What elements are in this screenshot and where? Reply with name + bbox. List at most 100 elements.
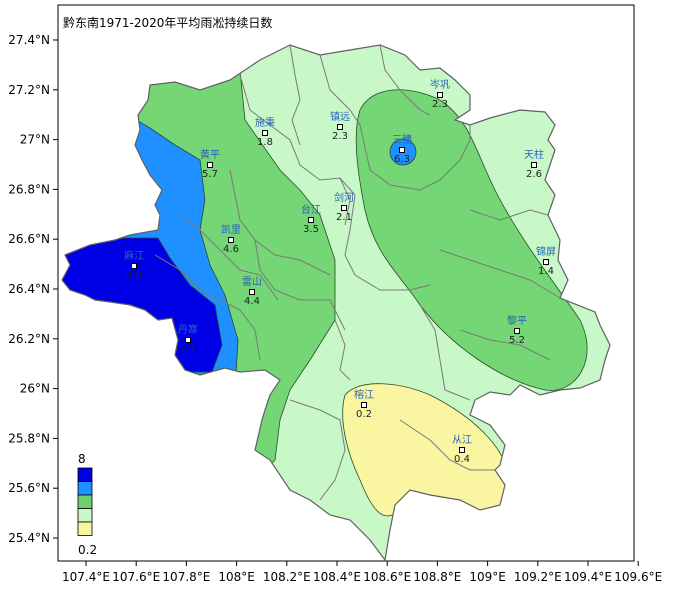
y-tick-label: 26.4°N: [8, 282, 50, 296]
station-name: 雷山: [242, 276, 262, 288]
station-value: 6.3: [394, 154, 410, 165]
station-marker: 凯里 4.6: [221, 223, 241, 255]
y-tick-label: 25.8°N: [8, 431, 50, 445]
station-marker: 麻江 8.0: [124, 249, 144, 281]
station-marker: 岑巩 2.3: [430, 79, 450, 110]
stations-layer: 岑巩 2.3 施秉 1.8 镇远 2.3 三穗 6.3 天柱 2.6 黄平 5.7 台江 3.5 剑河 2.1…: [124, 79, 556, 465]
station-name: 丹寨: [178, 323, 198, 336]
x-tick-label: 107.8°E: [162, 570, 210, 584]
station-point: [207, 162, 213, 168]
y-axis: 27.4°N 27.2°N 27°N 26.8°N 26.6°N 26.4°N 26.2°N…: [8, 33, 58, 545]
station-value: 2.6: [526, 169, 542, 180]
x-tick-label: 108.6°E: [363, 570, 411, 584]
station-value: 4.4: [244, 296, 260, 307]
station-point: [228, 237, 234, 243]
station-value: 0.4: [454, 454, 470, 465]
station-name: 锦屏: [536, 245, 556, 258]
map-title: 黔东南1971-2020年平均雨凇持续日数: [63, 15, 272, 30]
station-marker: 天柱 2.6: [524, 148, 544, 180]
y-tick-label: 25.6°N: [8, 481, 50, 495]
x-axis: 107.4°E 107.6°E 107.8°E 108°E 108.2°E 108.4°E…: [62, 561, 662, 584]
station-value: 3.5: [303, 224, 319, 235]
station-name: 天柱: [524, 148, 544, 161]
station-value: 2.3: [332, 131, 348, 142]
station-name: 麻江: [124, 249, 144, 262]
region-outline: [61, 44, 611, 562]
y-tick-label: 27°N: [20, 133, 50, 147]
station-value: 5.2: [509, 335, 525, 346]
station-marker: 丹寨 7.1: [178, 323, 198, 355]
legend: 8 0.2: [77, 452, 97, 557]
station-name: 黄平: [200, 148, 220, 161]
station-marker: 黄平 5.7: [200, 148, 220, 180]
y-tick-label: 26.8°N: [8, 182, 50, 196]
station-value: 2.3: [432, 99, 448, 110]
y-tick-label: 27.2°N: [8, 83, 50, 97]
station-point: [262, 130, 268, 136]
station-point: [185, 337, 191, 343]
station-name: 台江: [301, 203, 321, 216]
station-marker: 台江 3.5: [301, 203, 321, 235]
station-point: [437, 92, 443, 98]
contour-east-green: [355, 89, 588, 391]
station-value: 5.7: [202, 169, 218, 180]
station-value: 8.0: [126, 270, 142, 281]
station-name: 凯里: [221, 223, 241, 236]
station-point: [131, 263, 137, 269]
station-point: [514, 328, 520, 334]
station-name: 黎平: [507, 314, 527, 327]
station-value: 1.8: [257, 137, 273, 148]
legend-swatch: [77, 494, 93, 509]
station-marker: 剑河 2.1: [334, 191, 354, 223]
y-tick-label: 26°N: [20, 382, 50, 396]
station-name: 从江: [452, 434, 472, 446]
legend-max-label: 8: [78, 452, 86, 466]
x-tick-label: 108.8°E: [413, 570, 461, 584]
x-tick-label: 107.4°E: [62, 570, 110, 584]
x-tick-label: 109.2°E: [514, 570, 562, 584]
station-point: [361, 402, 367, 408]
station-marker: 镇远 2.3: [330, 110, 350, 142]
station-value: 0.2: [356, 409, 372, 420]
station-marker: 从江 0.4: [452, 434, 472, 465]
station-marker: 三穗 6.3: [392, 133, 412, 165]
station-marker: 锦屏 1.4: [536, 245, 556, 277]
legend-swatch: [77, 467, 93, 482]
y-tick-label: 27.4°N: [8, 33, 50, 47]
station-point: [249, 289, 255, 295]
station-name: 三穗: [392, 133, 412, 146]
y-tick-label: 25.4°N: [8, 531, 50, 545]
legend-swatch: [77, 508, 93, 523]
x-tick-label: 109°E: [469, 570, 506, 584]
station-marker: 榕江 0.2: [354, 388, 374, 420]
station-point: [337, 124, 343, 130]
station-marker: 施秉 1.8: [255, 116, 275, 148]
station-point: [459, 447, 465, 453]
legend-min-label: 0.2: [78, 543, 97, 557]
county-boundaries: [154, 45, 561, 501]
station-value: 1.4: [538, 266, 554, 277]
station-value: 4.6: [223, 244, 239, 255]
station-name: 岑巩: [430, 79, 450, 91]
legend-swatch: [77, 521, 93, 536]
station-point: [531, 162, 537, 168]
station-point: [341, 205, 347, 211]
station-name: 榕江: [354, 388, 374, 401]
legend-swatch: [77, 481, 93, 496]
station-point: [308, 217, 314, 223]
station-marker: 黎平 5.2: [507, 314, 527, 346]
x-tick-label: 109.6°E: [614, 570, 662, 584]
station-name: 剑河: [334, 191, 354, 204]
station-point: [399, 147, 405, 153]
station-value: 7.1: [180, 344, 196, 355]
station-point: [543, 259, 549, 265]
x-tick-label: 108°E: [218, 570, 255, 584]
x-tick-label: 109.4°E: [564, 570, 612, 584]
station-name: 镇远: [330, 110, 350, 123]
x-tick-label: 107.6°E: [112, 570, 160, 584]
y-tick-label: 26.2°N: [8, 332, 50, 346]
x-tick-label: 108.4°E: [313, 570, 361, 584]
station-value: 2.1: [336, 212, 352, 223]
x-tick-label: 108.2°E: [263, 570, 311, 584]
